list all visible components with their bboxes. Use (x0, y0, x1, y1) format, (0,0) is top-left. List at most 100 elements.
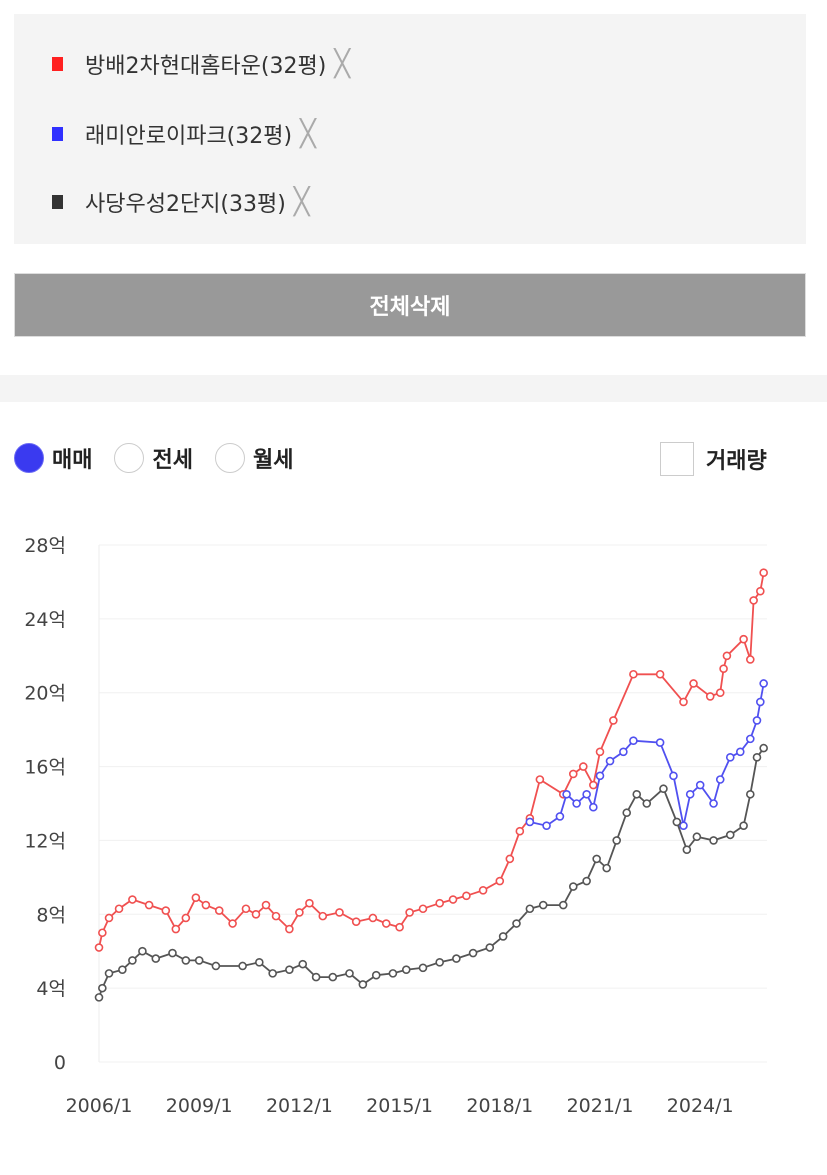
data-point[interactable] (418, 904, 428, 914)
data-point[interactable] (715, 775, 725, 784)
data-point[interactable] (715, 688, 725, 698)
data-point[interactable] (605, 756, 615, 766)
data-point[interactable] (128, 895, 137, 904)
data-point[interactable] (739, 634, 748, 644)
data-point[interactable] (268, 969, 277, 978)
data-point[interactable] (395, 922, 404, 932)
data-point[interactable] (572, 799, 581, 808)
data-point[interactable] (589, 780, 598, 790)
data-point[interactable] (298, 959, 308, 969)
volume-checkbox[interactable] (660, 442, 694, 476)
data-point[interactable] (672, 817, 682, 827)
data-point[interactable] (756, 586, 765, 596)
data-point[interactable] (462, 891, 471, 901)
data-point[interactable] (335, 908, 344, 917)
data-point[interactable] (659, 784, 668, 794)
data-point[interactable] (351, 917, 361, 926)
data-point[interactable] (161, 906, 171, 915)
data-point[interactable] (619, 747, 628, 757)
data-point[interactable] (448, 895, 458, 904)
data-point[interactable] (745, 789, 755, 799)
data-point[interactable] (114, 904, 124, 914)
data-point[interactable] (251, 909, 261, 919)
data-point[interactable] (295, 908, 304, 917)
data-point[interactable] (305, 898, 314, 908)
data-point[interactable] (328, 972, 338, 982)
data-point[interactable] (318, 911, 328, 921)
data-point[interactable] (679, 697, 688, 707)
data-point[interactable] (94, 993, 104, 1002)
data-point[interactable] (595, 771, 605, 781)
data-point[interactable] (181, 956, 191, 965)
data-point[interactable] (739, 821, 748, 830)
data-point[interactable] (495, 876, 505, 886)
data-point[interactable] (358, 980, 368, 989)
data-point[interactable] (612, 836, 622, 845)
data-point[interactable] (592, 854, 601, 864)
radio-monthly-rent[interactable] (214, 443, 245, 473)
data-point[interactable] (381, 919, 391, 928)
remove-icon[interactable]: ╳ (334, 49, 350, 79)
data-point[interactable] (632, 789, 642, 799)
data-point[interactable] (468, 948, 478, 958)
data-point[interactable] (756, 697, 765, 707)
data-point[interactable] (689, 679, 698, 688)
data-point[interactable] (285, 924, 294, 934)
data-point[interactable] (759, 743, 768, 753)
data-point[interactable] (679, 821, 688, 830)
data-point[interactable] (418, 963, 428, 973)
data-point[interactable] (144, 900, 154, 910)
data-point[interactable] (228, 919, 237, 928)
data-point[interactable] (705, 692, 715, 701)
data-point[interactable] (261, 900, 271, 910)
data-point[interactable] (255, 957, 264, 967)
data-point[interactable] (201, 900, 211, 910)
data-point[interactable] (642, 799, 652, 808)
data-point[interactable] (669, 771, 678, 781)
data-point[interactable] (745, 734, 755, 744)
data-point[interactable] (368, 913, 378, 923)
data-point[interactable] (452, 954, 461, 963)
radio-sale[interactable] (14, 443, 44, 473)
data-point[interactable] (722, 651, 732, 661)
data-point[interactable] (535, 775, 545, 784)
data-point[interactable] (525, 904, 535, 914)
data-point[interactable] (151, 954, 161, 963)
data-point[interactable] (655, 738, 665, 747)
data-point[interactable] (709, 836, 718, 845)
data-point[interactable] (512, 919, 521, 928)
data-point[interactable] (622, 808, 632, 818)
data-point[interactable] (345, 969, 354, 978)
data-point[interactable] (568, 882, 578, 891)
data-point[interactable] (194, 956, 204, 965)
data-point[interactable] (98, 928, 107, 938)
data-point[interactable] (371, 970, 381, 980)
data-point[interactable] (685, 789, 695, 799)
data-point[interactable] (582, 789, 591, 799)
data-point[interactable] (719, 664, 728, 674)
radio-label[interactable]: 매매 (52, 448, 93, 473)
radio-jeonse[interactable] (114, 443, 145, 473)
data-point[interactable] (118, 965, 127, 974)
data-point[interactable] (505, 854, 515, 864)
data-point[interactable] (555, 812, 565, 821)
data-point[interactable] (759, 679, 768, 688)
data-point[interactable] (595, 747, 605, 757)
data-point[interactable] (388, 969, 398, 978)
data-point[interactable] (735, 747, 745, 757)
data-point[interactable] (311, 972, 321, 982)
data-point[interactable] (138, 946, 147, 956)
data-point[interactable] (98, 983, 107, 993)
data-point[interactable] (609, 716, 618, 725)
data-point[interactable] (435, 898, 444, 908)
data-point[interactable] (435, 957, 444, 967)
data-point[interactable] (752, 716, 762, 725)
data-point[interactable] (725, 830, 735, 840)
data-point[interactable] (168, 948, 177, 958)
data-point[interactable] (749, 596, 758, 605)
data-point[interactable] (542, 821, 551, 830)
radio-label[interactable]: 월세 (252, 448, 294, 473)
radio-label[interactable]: 전세 (152, 448, 193, 473)
data-point[interactable] (104, 913, 114, 923)
data-point[interactable] (759, 568, 768, 577)
